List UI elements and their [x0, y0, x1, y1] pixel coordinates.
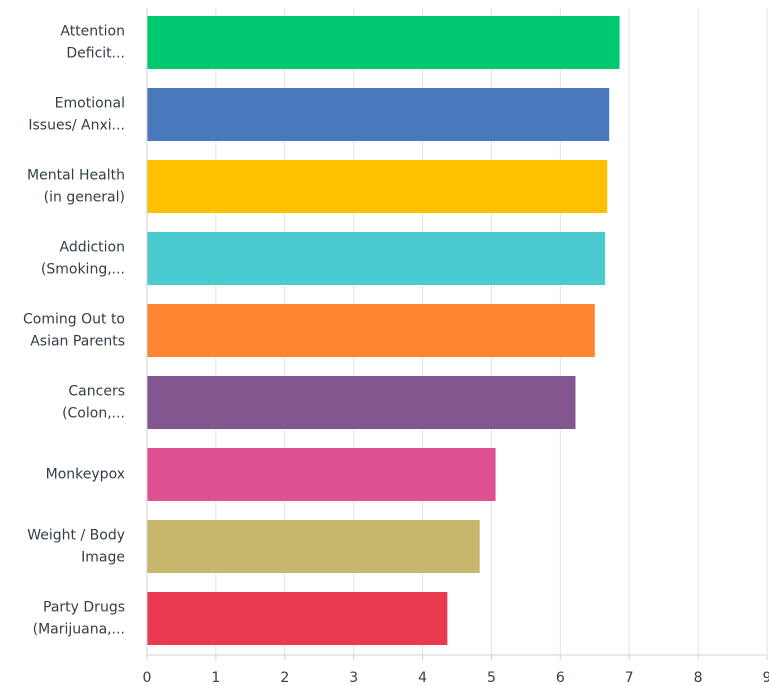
- bar-7: [147, 448, 496, 501]
- category-label-9: Party Drugs (Marijuana,...: [33, 600, 125, 638]
- category-label-line: (Colon,...: [62, 406, 125, 422]
- category-labels: Attention Deficit... Emotional Issues/ Anxi…: [23, 24, 125, 638]
- bar-3: [147, 160, 608, 213]
- category-label-2: Emotional Issues/ Anxi...: [28, 96, 125, 134]
- x-tick-label-9: 9: [763, 670, 769, 685]
- category-label-7: Monkeypox: [46, 467, 125, 483]
- x-tick-label-5: 5: [487, 670, 496, 685]
- category-label-line: Asian Parents: [30, 334, 125, 350]
- bar-6: [147, 376, 576, 429]
- x-tick-label-4: 4: [418, 670, 427, 685]
- x-tick-label-3: 3: [349, 670, 358, 685]
- category-label-line: (Smoking,...: [41, 262, 125, 278]
- axes: [146, 8, 768, 660]
- category-label-4: Addiction (Smoking,...: [41, 240, 125, 278]
- category-label-line: Attention: [60, 24, 125, 40]
- category-label-5: Coming Out to Asian Parents: [23, 312, 125, 350]
- category-label-line: (in general): [44, 190, 125, 206]
- category-label-line: Issues/ Anxi...: [28, 118, 125, 134]
- x-tick-labels: 0 1 2 3 4 5 6 7 8 9: [143, 670, 769, 685]
- bar-1: [147, 16, 620, 69]
- bars: [147, 16, 620, 645]
- bar-4: [147, 232, 606, 285]
- category-label-line: Emotional: [55, 96, 125, 112]
- category-label-line: Cancers: [68, 384, 125, 400]
- category-label-line: Mental Health: [27, 168, 125, 184]
- category-label-line: Image: [81, 550, 125, 566]
- category-label-line: Weight / Body: [27, 528, 125, 544]
- category-label-8: Weight / Body Image: [27, 528, 125, 566]
- category-label-line: Monkeypox: [46, 467, 125, 483]
- category-label-line: Addiction: [59, 240, 125, 256]
- category-label-line: Coming Out to: [23, 312, 125, 328]
- x-tick-label-1: 1: [211, 670, 220, 685]
- bar-9: [147, 592, 448, 645]
- x-tick-label-0: 0: [143, 670, 152, 685]
- x-tick-label-8: 8: [694, 670, 703, 685]
- category-label-6: Cancers (Colon,...: [62, 384, 125, 422]
- x-tick-label-6: 6: [556, 670, 565, 685]
- bar-8: [147, 520, 480, 573]
- x-tick-label-7: 7: [625, 670, 634, 685]
- bar-2: [147, 88, 610, 141]
- category-label-1: Attention Deficit...: [60, 24, 125, 62]
- category-label-3: Mental Health (in general): [27, 168, 125, 206]
- x-tick-label-2: 2: [280, 670, 289, 685]
- bar-5: [147, 304, 595, 357]
- category-label-line: Party Drugs: [43, 600, 125, 616]
- category-label-line: Deficit...: [66, 46, 125, 62]
- category-label-line: (Marijuana,...: [33, 622, 125, 638]
